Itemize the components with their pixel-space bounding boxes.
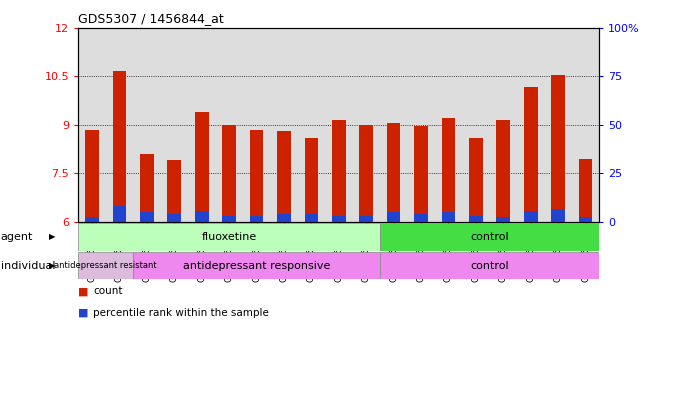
- Bar: [140, 212, 154, 222]
- Bar: [360, 125, 373, 222]
- Text: ▶: ▶: [49, 233, 56, 241]
- Text: control: control: [471, 261, 509, 271]
- Bar: [579, 217, 592, 222]
- Bar: [222, 125, 236, 222]
- Bar: [524, 211, 537, 222]
- Text: percentile rank within the sample: percentile rank within the sample: [93, 308, 269, 318]
- Bar: [304, 214, 318, 222]
- Bar: [496, 217, 510, 222]
- Bar: [78, 252, 133, 279]
- Bar: [414, 127, 428, 222]
- Bar: [332, 215, 346, 222]
- Bar: [250, 215, 264, 222]
- Bar: [552, 75, 565, 222]
- Text: fluoxetine: fluoxetine: [202, 232, 257, 242]
- Bar: [441, 118, 456, 222]
- Bar: [133, 252, 380, 279]
- Bar: [380, 223, 599, 251]
- Bar: [469, 215, 483, 222]
- Text: individual: individual: [1, 261, 55, 271]
- Bar: [441, 212, 456, 222]
- Bar: [250, 130, 264, 222]
- Bar: [552, 209, 565, 222]
- Text: antidepressant resistant: antidepressant resistant: [54, 261, 157, 270]
- Text: agent: agent: [1, 232, 33, 242]
- Bar: [414, 214, 428, 222]
- Text: ■: ■: [78, 308, 89, 318]
- Text: count: count: [93, 286, 123, 296]
- Bar: [195, 211, 208, 222]
- Bar: [304, 138, 318, 222]
- Bar: [195, 112, 208, 222]
- Bar: [277, 214, 291, 222]
- Bar: [380, 252, 599, 279]
- Text: ■: ■: [78, 286, 89, 296]
- Bar: [496, 120, 510, 222]
- Bar: [78, 223, 380, 251]
- Bar: [140, 154, 154, 222]
- Bar: [112, 71, 126, 222]
- Bar: [524, 88, 537, 222]
- Bar: [85, 217, 99, 222]
- Bar: [222, 215, 236, 222]
- Text: GDS5307 / 1456844_at: GDS5307 / 1456844_at: [78, 12, 224, 25]
- Bar: [85, 130, 99, 222]
- Bar: [332, 120, 346, 222]
- Bar: [277, 131, 291, 222]
- Bar: [112, 206, 126, 222]
- Bar: [360, 215, 373, 222]
- Text: antidepressant responsive: antidepressant responsive: [183, 261, 330, 271]
- Bar: [387, 212, 400, 222]
- Bar: [168, 160, 181, 222]
- Bar: [168, 214, 181, 222]
- Bar: [469, 138, 483, 222]
- Text: control: control: [471, 232, 509, 242]
- Bar: [579, 159, 592, 222]
- Text: ▶: ▶: [49, 261, 56, 270]
- Bar: [387, 123, 400, 222]
